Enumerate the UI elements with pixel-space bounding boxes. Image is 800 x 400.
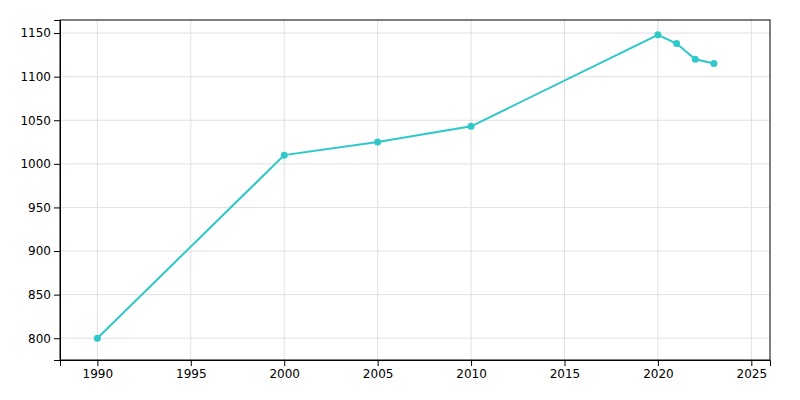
- x-tick-label: 2020: [643, 367, 674, 381]
- x-grid-line: [284, 20, 285, 360]
- y-grid-line: [60, 163, 770, 164]
- y-grid-line: [60, 120, 770, 121]
- point: [94, 335, 101, 342]
- point: [281, 152, 288, 159]
- x-tick-mark: [97, 360, 98, 366]
- x-tick: 2025: [737, 360, 768, 381]
- x-tick-label: 2010: [456, 367, 487, 381]
- x-grid-line: [564, 20, 565, 360]
- y-tick-mark: [54, 295, 60, 296]
- grid: [60, 20, 770, 360]
- x-tick-label: 1995: [176, 367, 207, 381]
- point: [374, 139, 381, 146]
- x-tick-mark: [564, 360, 565, 366]
- y-tick-label: 1000: [20, 157, 51, 171]
- x-tick-label: 2000: [269, 367, 300, 381]
- y-tick: 800: [28, 332, 60, 346]
- point: [654, 31, 661, 38]
- x-grid-line: [657, 20, 658, 360]
- x-tick-mark: [751, 360, 752, 366]
- y-tick-label: 800: [28, 332, 51, 346]
- y-tick-mark: [54, 120, 60, 121]
- y-tick-label: 1050: [20, 114, 51, 128]
- x-tick-mark: [471, 360, 472, 366]
- y-tick-mark: [54, 251, 60, 252]
- y-tick: 1150: [20, 26, 60, 40]
- point: [710, 60, 717, 67]
- y-grid-line: [60, 207, 770, 208]
- y-grid-line: [60, 338, 770, 339]
- x-tick: 2010: [456, 360, 487, 381]
- x-grid-line: [471, 20, 472, 360]
- x-tick-label: 1990: [83, 367, 114, 381]
- plot: 1990 1995 2000 2005 2010 2015 2020 2025 800 850 90…: [20, 20, 770, 381]
- y-grid-line: [60, 294, 770, 295]
- y-tick-mark: [54, 164, 60, 165]
- x-grid-line: [97, 20, 98, 360]
- point: [673, 40, 680, 47]
- plot-frame: [60, 20, 770, 360]
- x-tick: 2015: [550, 360, 581, 381]
- y-tick-mark: [54, 338, 60, 339]
- y-tick-mark: [54, 207, 60, 208]
- y-tick-label: 950: [28, 201, 51, 215]
- y-tick: 850: [28, 288, 60, 302]
- x-tick: 2020: [643, 360, 674, 381]
- x-tick-mark: [191, 360, 192, 366]
- y-tick-label: 850: [28, 288, 51, 302]
- y-axis: 800 850 900 950 1000 1050 1100 1150: [20, 21, 60, 361]
- marks: [94, 31, 718, 341]
- y-tick: 1100: [20, 70, 60, 84]
- y-tick: 950: [28, 201, 60, 215]
- y-grid-line: [60, 251, 770, 252]
- y-tick-mark: [54, 77, 60, 78]
- x-tick: 1995: [176, 360, 207, 381]
- x-tick-mark: [658, 360, 659, 366]
- y-tick: 900: [28, 244, 60, 258]
- x-tick: 1990: [83, 360, 114, 381]
- y-tick: 1050: [20, 114, 60, 128]
- x-tick: 2005: [363, 360, 394, 381]
- x-tick-label: 2025: [737, 367, 768, 381]
- point: [468, 123, 475, 130]
- x-grid-line: [190, 20, 191, 360]
- y-grid-line: [60, 33, 770, 34]
- x-tick: 2000: [269, 360, 300, 381]
- x-tick-mark: [284, 360, 285, 366]
- point: [692, 56, 699, 63]
- y-tick: 1000: [20, 157, 60, 171]
- x-axis-line: [61, 361, 771, 367]
- y-grid-line: [60, 76, 770, 77]
- y-tick-label: 1100: [20, 70, 51, 84]
- x-grid-line: [377, 20, 378, 360]
- y-tick-mark: [54, 33, 60, 34]
- y-tick-label: 900: [28, 244, 51, 258]
- x-tick-label: 2015: [550, 367, 581, 381]
- line: [97, 35, 714, 338]
- x-tick-mark: [378, 360, 379, 366]
- y-tick-label: 1150: [20, 26, 51, 40]
- chart: 1990 1995 2000 2005 2010 2015 2020 2025 800 850 90…: [0, 0, 800, 400]
- x-axis: 1990 1995 2000 2005 2010 2015 2020 2025: [61, 360, 771, 381]
- x-tick-label: 2005: [363, 367, 394, 381]
- x-grid-line: [751, 20, 752, 360]
